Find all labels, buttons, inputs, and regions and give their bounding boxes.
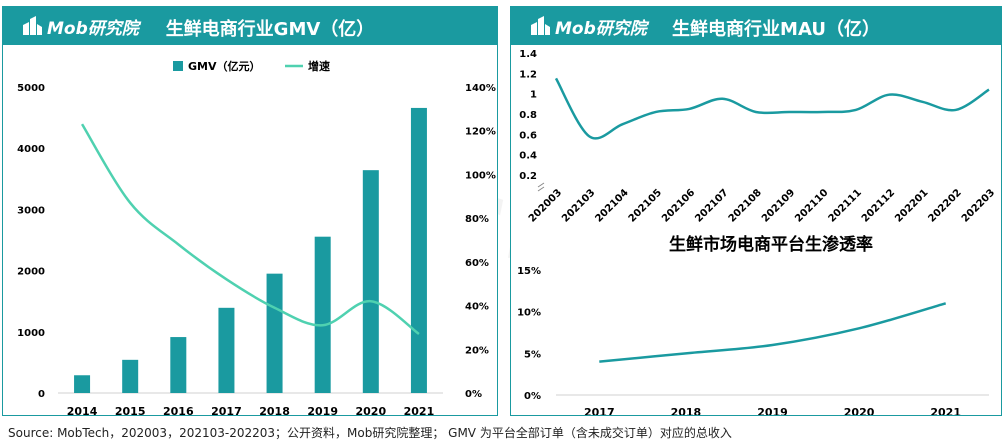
gmv-bar: [266, 273, 283, 393]
gmv-bar: [122, 359, 139, 393]
mau-x-tick-label: 202108: [727, 187, 764, 224]
mau-y-tick-label: 0.8: [519, 110, 537, 121]
y-left-tick-label: 2000: [17, 267, 45, 278]
mau-x-tick-label: 202107: [693, 187, 730, 224]
legend-swatch-gmv: [173, 61, 183, 71]
mau-x-tick-label: 202201: [893, 187, 930, 224]
gmv-bar: [74, 375, 91, 393]
mau-x-tick-label: 202104: [593, 187, 630, 224]
y-right-tick-label: 80%: [465, 214, 489, 225]
mau-x-tick-label: 202105: [627, 187, 664, 224]
pen-x-tick-label: 2020: [844, 406, 875, 415]
mau-x-tick-label: 202203: [960, 187, 997, 224]
mau-y-tick-label: 0.4: [519, 151, 537, 162]
mau-x-tick-label: 202112: [860, 187, 897, 224]
brand-logo-right: Mob研究院: [529, 14, 647, 39]
gmv-bar: [170, 337, 187, 393]
penetration-line: [599, 302, 947, 363]
y-left-tick-label: 4000: [17, 144, 45, 155]
logo-icon: [531, 16, 550, 35]
x-tick-label: 2020: [356, 405, 387, 415]
logo-icon: [23, 16, 42, 35]
mau-chart-title: 生鲜电商行业MAU（亿）: [672, 19, 880, 40]
mau-y-tick-label: 1.2: [519, 69, 537, 80]
growth-rate-line: [80, 123, 420, 336]
mau-x-tick-label: 202110: [793, 187, 830, 224]
x-tick-label: 2016: [163, 405, 194, 415]
x-tick-label: 2014: [67, 405, 98, 415]
x-tick-label: 2017: [211, 405, 242, 415]
mau-and-penetration-charts: 0.20.40.60.811.21.4202003202103202104202…: [517, 49, 997, 415]
gmv-chart-title: 生鲜电商行业GMV（亿）: [165, 19, 375, 40]
axis-break-icon: [537, 182, 545, 192]
pen-y-tick-label: 0%: [524, 391, 541, 402]
mau-x-tick-label: 202111: [827, 187, 864, 224]
y-left-tick-label: 1000: [17, 328, 45, 339]
y-right-tick-label: 40%: [465, 302, 489, 313]
y-left-tick-label: 0: [38, 389, 45, 400]
logo-text: Mob研究院: [47, 18, 139, 39]
pen-x-tick-label: 2021: [930, 406, 961, 415]
y-right-tick-label: 20%: [465, 345, 489, 356]
brand-logo: Mob研究院: [21, 14, 139, 39]
mau-y-tick-label: 1: [530, 90, 537, 101]
gmv-panel: Mob研究院 生鲜电商行业GMV（亿） GMV（亿元） 增速 0 1000 2000 30…: [2, 6, 498, 416]
gmv-bar: [362, 170, 379, 393]
mau-y-tick-label: 1.4: [519, 49, 537, 60]
mau-y-tick-label: 0.6: [519, 130, 537, 141]
gmv-bar: [410, 107, 427, 393]
gmv-bar: [314, 236, 331, 393]
penetration-chart-title: 生鲜市场电商平台生渗透率: [669, 234, 873, 255]
y-right-tick-label: 0%: [465, 389, 482, 400]
x-tick-label: 2021: [404, 405, 435, 415]
mau-y-tick-label: 0.2: [519, 171, 537, 182]
y-left-tick-label: 5000: [17, 83, 45, 94]
x-tick-label: 2018: [259, 405, 290, 415]
legend-label-growth: 增速: [308, 59, 330, 73]
y-left-tick-label: 3000: [17, 205, 45, 216]
mau-title-bar: Mob研究院 生鲜电商行业MAU（亿）: [511, 7, 1001, 45]
gmv-legend: GMV（亿元） 增速: [173, 59, 330, 73]
pen-y-tick-label: 5%: [524, 349, 541, 360]
pen-x-tick-label: 2019: [757, 406, 788, 415]
gmv-chart: GMV（亿元） 增速 0 1000 2000 3000 4000 5000 0% 20% 40% 60…: [17, 59, 496, 415]
pen-x-tick-label: 2017: [584, 406, 615, 415]
y-right-tick-label: 140%: [465, 83, 496, 94]
y-right-tick-label: 60%: [465, 258, 489, 269]
gmv-title-bar: Mob研究院 生鲜电商行业GMV（亿）: [3, 7, 497, 45]
y-right-tick-label: 100%: [465, 170, 496, 181]
mau-x-tick-label: 202106: [660, 187, 697, 224]
gmv-bar: [218, 307, 235, 393]
mau-x-tick-label: 202202: [927, 187, 964, 224]
source-note: Source: MobTech，202003，202103-202203；公开资…: [8, 426, 732, 440]
mau-x-tick-label: 202003: [527, 187, 564, 224]
pen-y-tick-label: 10%: [517, 308, 541, 319]
x-tick-label: 2015: [115, 405, 146, 415]
legend-label-gmv: GMV（亿元）: [188, 59, 261, 73]
mau-x-tick-label: 202103: [560, 187, 597, 224]
mau-panel: Mob研究院 生鲜电商行业MAU（亿） 0.2 0.4 0.6 0.8 1 1.2 1.4 2…: [510, 6, 1002, 416]
pen-y-tick-label: 15%: [517, 266, 541, 277]
mau-line: [554, 77, 990, 140]
mau-x-tick-label: 202109: [760, 187, 797, 224]
pen-x-tick-label: 2018: [671, 406, 702, 415]
x-tick-label: 2019: [307, 405, 338, 415]
y-right-tick-label: 120%: [465, 127, 496, 138]
logo-text: Mob研究院: [555, 18, 647, 39]
